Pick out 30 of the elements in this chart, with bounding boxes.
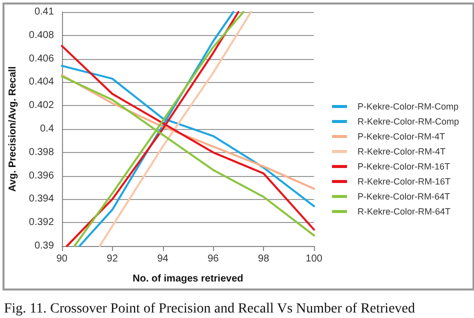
legend-label: R-Kekre-Color-RM-4T [357,146,446,156]
caption: Fig. 11. Crossover Point of Precision and Recall Vs Number of Retrieved [4,302,415,316]
x-axis-title: No. of images retrieved [132,274,244,284]
y-axis-title: Avg. Precision/Avg. Recall [8,66,18,192]
y-tick-label: 0.39 [34,240,54,252]
line-series [60,74,315,190]
y-tick-label: 0.404 [28,76,54,88]
x-tick-label: 98 [258,254,270,264]
legend-label: R-Kekre-Color-RM-16T [357,176,452,186]
y-tick-label: 0.406 [28,53,54,64]
legend-label: P-Kekre-Color-RM-16T [357,162,451,172]
y-tick-label: 0.402 [28,100,54,112]
legend-label: P-Kekre-Color-RM-64T [357,192,451,202]
x-tick-label: 100 [306,254,323,264]
x-tick-label: 94 [157,254,169,264]
legend-label: P-Kekre-Color-RM-Comp [357,102,459,112]
y-tick-label: 0.4 [40,124,54,134]
x-tick-label: 92 [106,254,118,264]
y-tick-label: 0.408 [28,30,54,41]
legend-label: R-Kekre-Color-RM-64T [357,206,452,216]
legend-label: P-Kekre-Color-RM-4T [357,132,446,142]
line-series [98,11,252,247]
y-tick-label: 0.41 [34,6,54,18]
x-tick-label: 96 [208,254,220,264]
y-tick-label: 0.396 [28,170,54,182]
y-tick-label: 0.392 [28,217,54,228]
legend-label: R-Kekre-Color-RM-Comp [357,116,460,126]
y-tick-label: 0.394 [28,194,54,205]
y-tick-label: 0.398 [28,146,54,158]
x-tick-label: 90 [56,254,68,264]
